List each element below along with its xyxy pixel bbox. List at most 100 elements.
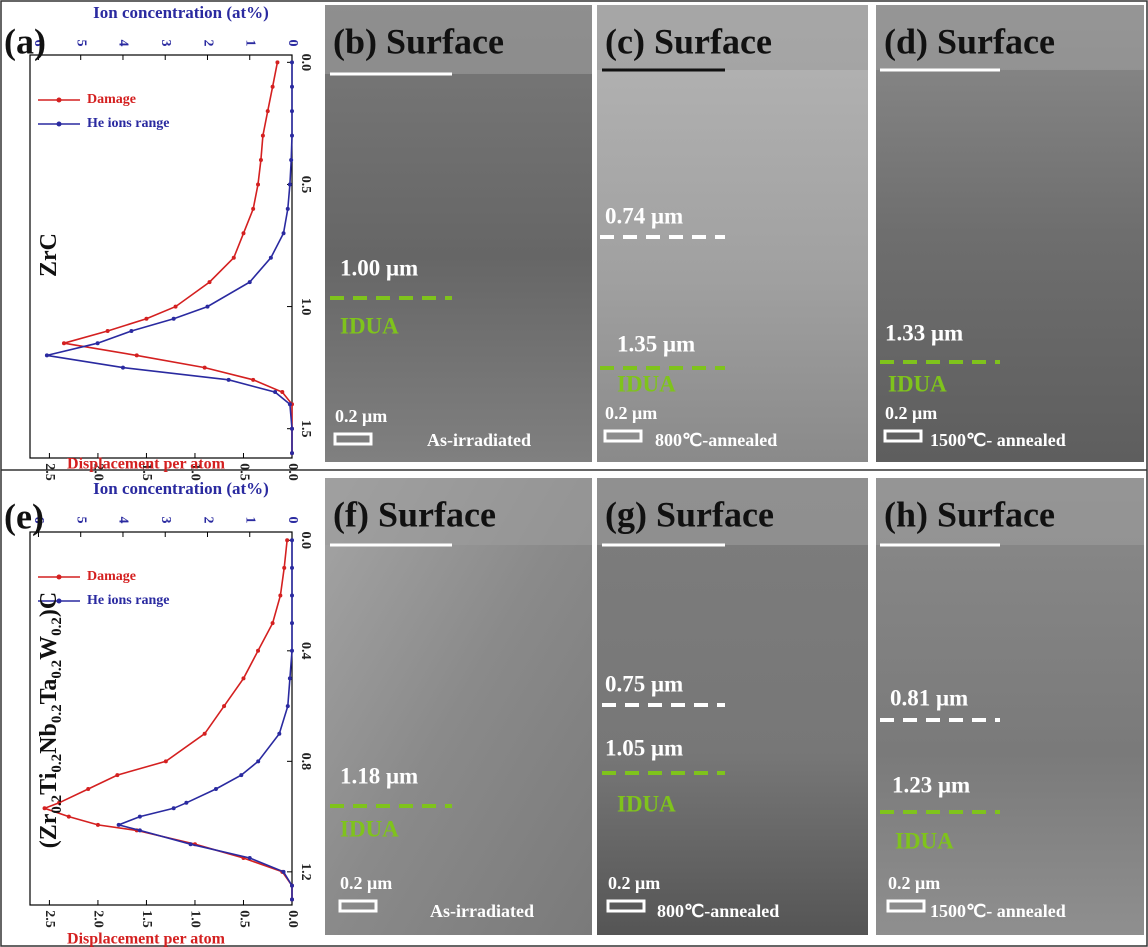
series-point [43, 806, 47, 810]
series-point [96, 823, 100, 827]
y2-tick-label: 5 [73, 40, 88, 47]
scale-label: 0.2 μm [335, 406, 387, 426]
legend-label: Damage [87, 92, 136, 107]
series-point [241, 231, 245, 235]
series-point [289, 158, 293, 162]
material-part: 0.2 [49, 795, 65, 814]
series-point [251, 378, 255, 382]
series-point [184, 801, 188, 805]
series-point [96, 341, 100, 345]
series-point [135, 353, 139, 357]
series-point [174, 305, 178, 309]
figure: 0.00.51.01.52.52.01.51.00.50.06543210Ion… [0, 0, 1148, 947]
series-point [290, 427, 294, 431]
series-point [290, 60, 294, 64]
series-point [285, 538, 289, 542]
series-point [259, 158, 263, 162]
x-tick-label: 1.0 [298, 298, 313, 316]
annotation: IDUA [895, 828, 954, 853]
series-point [106, 329, 110, 333]
material-part: 0.2 [49, 617, 65, 636]
y2-tick-label: 4 [116, 517, 131, 524]
panel-title: (c) Surface [605, 21, 772, 61]
series-point [290, 134, 294, 138]
series-point [271, 85, 275, 89]
series-point [278, 594, 282, 598]
plot-frame [30, 532, 292, 905]
x-tick-label: 0.8 [298, 753, 313, 771]
series-point [227, 378, 231, 382]
annotation: IDUA [888, 371, 947, 396]
series-point [290, 649, 294, 653]
x-tick-label: 1.2 [298, 863, 313, 881]
y-tick-label: 2.5 [42, 463, 57, 481]
material-part: Nb [36, 723, 62, 754]
annotation: IDUA [617, 791, 676, 816]
y2-axis-label: Ion concentration (at%) [93, 3, 269, 22]
annotation: IDUA [340, 313, 399, 338]
series-point [214, 787, 218, 791]
series-point [273, 390, 277, 394]
series-point [277, 732, 281, 736]
series-point [208, 280, 212, 284]
series-point [205, 305, 209, 309]
panel-title: (d) Surface [884, 21, 1055, 61]
material-part: 0.2 [49, 660, 65, 679]
series-point [269, 256, 273, 260]
y-tick-label: 2.5 [42, 910, 57, 928]
series-point [172, 806, 176, 810]
x-tick-label: 0.0 [298, 532, 313, 550]
series-point [117, 823, 121, 827]
series-point [115, 773, 119, 777]
panel-title: (g) Surface [605, 494, 774, 534]
series-point [256, 759, 260, 763]
panel-title: (h) Surface [884, 494, 1055, 534]
annotation: 0.74 μm [605, 203, 683, 228]
y2-tick-label: 2 [200, 40, 215, 47]
material-part: W [36, 636, 62, 660]
series-point [290, 451, 294, 455]
condition-label: 1500℃- annealed [930, 901, 1066, 921]
series-point [251, 207, 255, 211]
series-point [266, 109, 270, 113]
y2-tick-label: 3 [158, 517, 173, 524]
y-axis-label: Displacement per atom [67, 456, 226, 473]
material-part: Ta [36, 679, 62, 705]
series-point [290, 594, 294, 598]
material-part: 0.2 [49, 704, 65, 723]
x-tick-label: 1.5 [298, 420, 313, 438]
y-tick-label: 0.0 [285, 910, 300, 928]
series-point [45, 353, 49, 357]
x-tick-label: 0.5 [298, 176, 313, 194]
y2-tick-label: 0 [285, 517, 300, 524]
material-part: (Zr [36, 813, 62, 848]
series-point [232, 256, 236, 260]
series-point [138, 828, 142, 832]
series-point [203, 366, 207, 370]
y-axis-label: Displacement per atom [67, 931, 226, 947]
condition-label: 800℃-annealed [655, 430, 777, 450]
series-point [290, 621, 294, 625]
panel-title: (f) Surface [333, 494, 496, 534]
y2-tick-label: 1 [243, 39, 258, 46]
annotation: 1.18 μm [340, 763, 418, 788]
series-point [121, 366, 125, 370]
series-point [290, 566, 294, 570]
y-tick-label: 2.0 [91, 910, 106, 928]
panel-label: (e) [4, 496, 44, 536]
series-point [275, 60, 279, 64]
scale-label: 0.2 μm [885, 403, 937, 423]
series-point [239, 773, 243, 777]
series-point [62, 341, 66, 345]
series-point [290, 897, 294, 901]
series-point [164, 759, 168, 763]
material-label: ZrC [36, 233, 62, 277]
condition-label: As-irradiated [430, 901, 534, 921]
y2-tick-label: 1 [243, 517, 258, 524]
legend-point [57, 122, 62, 127]
annotation: IDUA [617, 371, 676, 396]
panel-label: (a) [4, 21, 46, 61]
scale-label: 0.2 μm [888, 873, 940, 893]
scale-label: 0.2 μm [608, 873, 660, 893]
annotation: 1.05 μm [605, 735, 683, 760]
